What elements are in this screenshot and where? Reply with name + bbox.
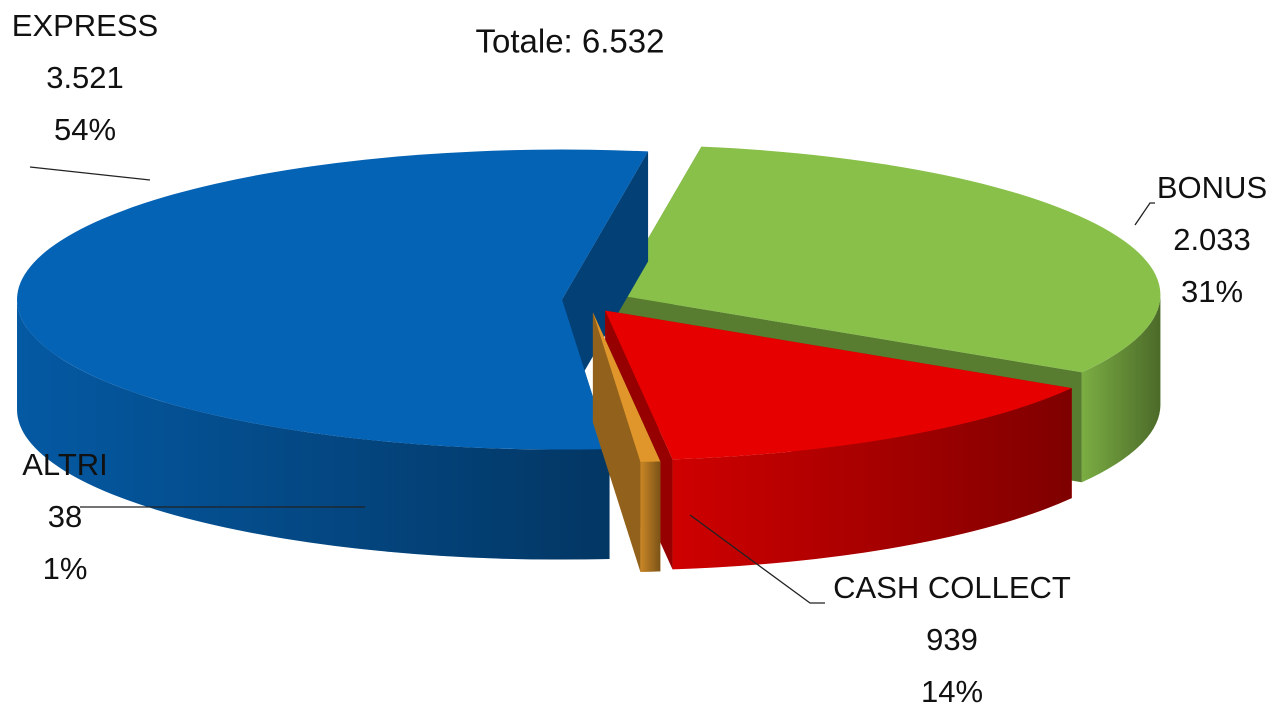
chart-title: Totale: 6.532	[476, 23, 665, 60]
slice-top	[615, 146, 1161, 373]
slice-label: ALTRI	[22, 447, 108, 482]
slice-face	[592, 312, 641, 572]
leader-line	[1134, 202, 1155, 226]
slice-label: EXPRESS	[12, 8, 158, 43]
value-label: 2.033	[1173, 222, 1251, 257]
percent-label: 14%	[921, 674, 983, 709]
percent-label: 54%	[54, 112, 116, 147]
slice-top	[17, 149, 649, 450]
slice	[592, 312, 661, 572]
leader-line	[689, 514, 825, 604]
slice-side-shade	[640, 461, 661, 572]
slice-shade	[562, 151, 649, 410]
value-label: 3.521	[46, 60, 124, 95]
slice-side-shade	[672, 388, 1072, 570]
value-label: 939	[926, 622, 978, 657]
leader-line	[29, 166, 151, 181]
slice-side-shade	[17, 299, 610, 560]
slice-label: CASH COLLECT	[833, 570, 1071, 605]
slice-top	[605, 310, 1072, 460]
slice-top	[592, 312, 661, 462]
value-label: 38	[48, 499, 82, 534]
slice-face	[562, 151, 649, 410]
percent-label: 31%	[1181, 274, 1243, 309]
slice-shade	[592, 312, 641, 572]
slice	[17, 149, 649, 560]
slice-side-shade	[1081, 294, 1161, 483]
percent-label: 1%	[43, 551, 88, 586]
slice-label: BONUS	[1157, 170, 1267, 205]
